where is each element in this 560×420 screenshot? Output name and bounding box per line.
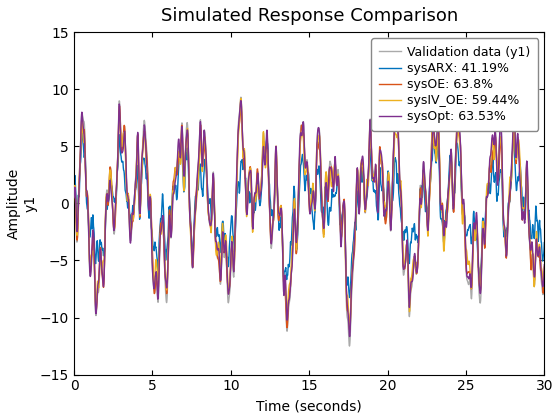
Validation data (y1) [126,227,133,232]
sysARX: 41.19%: (17.6, -8.25): 41.19%: (17.6, -8.25) [346,295,353,300]
sysIV_OE: 59.44%: (17.1, -2.8): 59.44%: (17.1, -2.8) [339,233,346,238]
sysARX: 41.19%: (2.34, 1.86): 41.19%: (2.34, 1.86) [108,180,114,185]
sysOpt: 63.53%: (13.4, -7.68): 63.53%: (13.4, -7.68) [280,289,287,294]
sysOE: 63.8%: (30, -6.03): 63.8%: (30, -6.03) [541,270,548,275]
sysIV_OE: 59.44%: (12.7, -1.24): 59.44%: (12.7, -1.24) [270,215,277,220]
sysOpt: 63.53%: (30, -5.38): 63.53%: (30, -5.38) [541,262,548,268]
Validation data (y1) [71,189,77,194]
Validation data (y1) [270,213,277,218]
sysARX: 41.19%: (17.1, -1.02): 41.19%: (17.1, -1.02) [339,213,346,218]
Line: sysOpt: 63.53%: sysOpt: 63.53% [74,101,544,336]
Legend: Validation data (y1), sysARX: 41.19%, sysOE: 63.8%, sysIV_OE: 59.44%, sysOpt: 63: Validation data (y1), sysARX: 41.19%, sy… [371,38,538,131]
Title: Simulated Response Comparison: Simulated Response Comparison [161,7,458,25]
sysOE: 63.8%: (2.9, 8.5): 63.8%: (2.9, 8.5) [116,104,123,109]
sysARX: 41.19%: (30, -3.44): 41.19%: (30, -3.44) [541,240,548,245]
Validation data (y1) [541,265,548,270]
Line: Validation data (y1): Validation data (y1) [74,97,544,346]
sysOpt: 63.53%: (13.9, -5.54): 63.53%: (13.9, -5.54) [289,264,296,269]
Line: sysOE: 63.8%: sysOE: 63.8% [74,106,544,330]
Validation data (y1) [289,258,296,263]
sysOE: 63.8%: (17.1, -1.78): 63.8%: (17.1, -1.78) [339,221,346,226]
sysARX: 41.19%: (0, 1.73): 41.19%: (0, 1.73) [71,181,77,186]
sysIV_OE: 59.44%: (0, 0.662): 59.44%: (0, 0.662) [71,193,77,198]
sysIV_OE: 59.44%: (13.9, -3.8): 59.44%: (13.9, -3.8) [289,244,296,249]
sysARX: 41.19%: (0.54, 6.14): 41.19%: (0.54, 6.14) [79,131,86,136]
sysIV_OE: 59.44%: (17.6, -11): 59.44%: (17.6, -11) [347,326,353,331]
sysOpt: 63.53%: (2.32, 1.63): 63.53%: (2.32, 1.63) [107,182,114,187]
sysARX: 41.19%: (3.56, -1.11): 41.19%: (3.56, -1.11) [127,213,133,218]
sysOE: 63.8%: (13.9, -4.9): 63.8%: (13.9, -4.9) [289,257,296,262]
sysOpt: 63.53%: (10.6, 8.99): 63.53%: (10.6, 8.99) [237,98,244,103]
sysIV_OE: 59.44%: (30, -5.54): 59.44%: (30, -5.54) [541,264,548,269]
sysOE: 63.8%: (12.7, -0.975): 63.8%: (12.7, -0.975) [270,212,277,217]
sysARX: 41.19%: (12.7, -1.15): 41.19%: (12.7, -1.15) [270,214,277,219]
Validation data (y1) [280,289,287,294]
Validation data (y1) [346,344,353,349]
sysIV_OE: 59.44%: (2.32, 2.9): 59.44%: (2.32, 2.9) [107,168,114,173]
Line: sysARX: 41.19%: sysARX: 41.19% [74,133,544,297]
sysIV_OE: 59.44%: (10.6, 9.19): 59.44%: (10.6, 9.19) [237,96,244,101]
sysARX: 41.19%: (13.4, -6.46): 41.19%: (13.4, -6.46) [280,275,287,280]
sysOE: 63.8%: (17.6, -11.1): 63.8%: (17.6, -11.1) [347,327,353,332]
sysIV_OE: 59.44%: (3.54, -2.15): 59.44%: (3.54, -2.15) [126,226,133,231]
Line: sysIV_OE: 59.44%: sysIV_OE: 59.44% [74,98,544,329]
sysOE: 63.8%: (0, 1.2): 63.8%: (0, 1.2) [71,187,77,192]
sysOE: 63.8%: (2.32, 3.13): 63.8%: (2.32, 3.13) [107,165,114,170]
sysIV_OE: 59.44%: (13.4, -6.77): 59.44%: (13.4, -6.77) [280,278,287,283]
sysARX: 41.19%: (13.9, -1.77): 41.19%: (13.9, -1.77) [289,221,296,226]
sysOE: 63.8%: (3.56, -1.85): 63.8%: (3.56, -1.85) [127,222,133,227]
sysOpt: 63.53%: (17.6, -11.7): 63.53%: (17.6, -11.7) [347,334,353,339]
Validation data (y1) [339,223,346,228]
sysOpt: 63.53%: (3.54, -2.32): 63.53%: (3.54, -2.32) [126,227,133,232]
sysOpt: 63.53%: (17.1, -2.57): 63.53%: (17.1, -2.57) [339,230,346,235]
sysOpt: 63.53%: (12.7, -0.738): 63.53%: (12.7, -0.738) [270,209,277,214]
sysOE: 63.8%: (13.4, -6.78): 63.8%: (13.4, -6.78) [280,278,287,283]
Y-axis label: Amplitude
y1: Amplitude y1 [7,168,37,239]
X-axis label: Time (seconds): Time (seconds) [256,399,362,413]
Validation data (y1) [237,94,244,100]
sysOpt: 63.53%: (0, 0.5): 63.53%: (0, 0.5) [71,195,77,200]
Validation data (y1) [107,165,114,170]
